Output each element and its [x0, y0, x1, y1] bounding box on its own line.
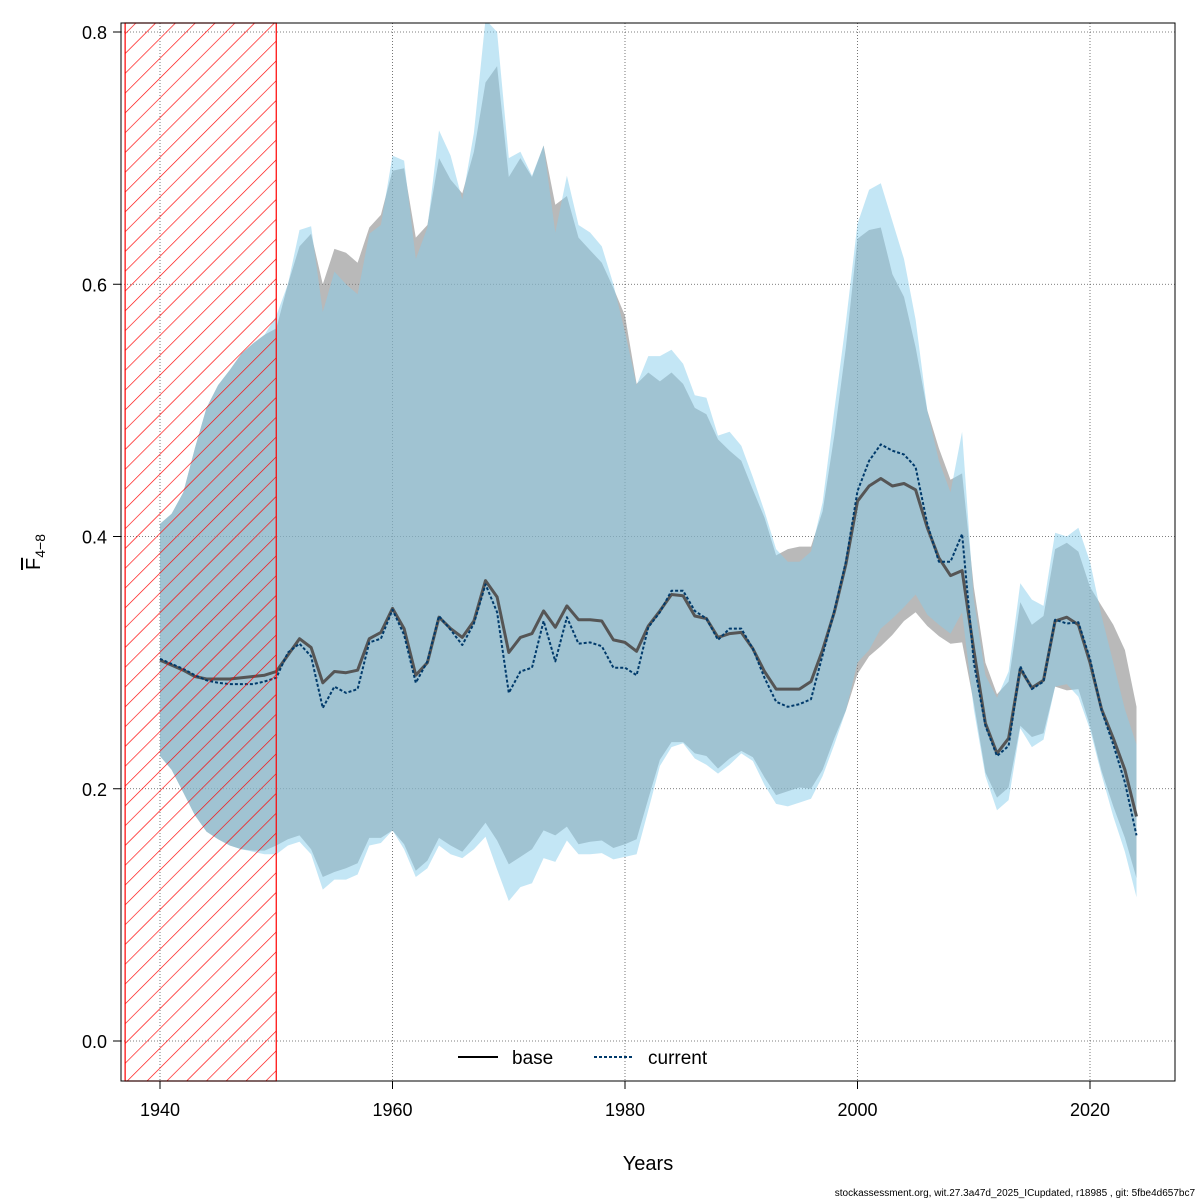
shaded-period — [124, 22, 277, 1082]
x-tick-label-0: 1940 — [140, 1100, 180, 1120]
legend-base-label: base — [512, 1048, 553, 1069]
x-axis-title: Years — [623, 1153, 673, 1175]
line-current — [159, 443, 1138, 836]
x-tick-label-1: 1960 — [372, 1100, 412, 1120]
x-tick-label-2: 1980 — [605, 1100, 645, 1120]
confidence-bands — [160, 23, 1137, 901]
svg-text:F4−8: F4−8 — [23, 534, 48, 570]
axes: 1940 1960 1980 2000 2020 0.0 0.2 0.4 0.6 0.8 — [82, 23, 1110, 1120]
x-tick-label-4: 2020 — [1070, 1100, 1110, 1120]
band-current — [160, 23, 1137, 901]
series-lines — [159, 443, 1138, 836]
y-tick-label-1: 0.2 — [82, 780, 107, 800]
y-axis-title: F4−8 — [23, 534, 48, 570]
line-base — [159, 477, 1138, 817]
legend: base current — [458, 1048, 708, 1069]
plot-frame — [120, 22, 1176, 1082]
x-tick-label-3: 2000 — [837, 1100, 877, 1120]
y-tick-label-4: 0.8 — [82, 23, 107, 43]
y-tick-label-2: 0.4 — [82, 528, 107, 548]
y-tick-label-3: 0.6 — [82, 275, 107, 295]
y-axis-title-main: F — [23, 558, 45, 570]
footer-caption: stockassessment.org, wit.27.3a47d_2025_I… — [835, 1188, 1196, 1199]
y-axis-title-sub: 4−8 — [32, 534, 48, 558]
y-tick-label-0: 0.0 — [82, 1032, 107, 1052]
legend-current-label: current — [648, 1048, 708, 1069]
